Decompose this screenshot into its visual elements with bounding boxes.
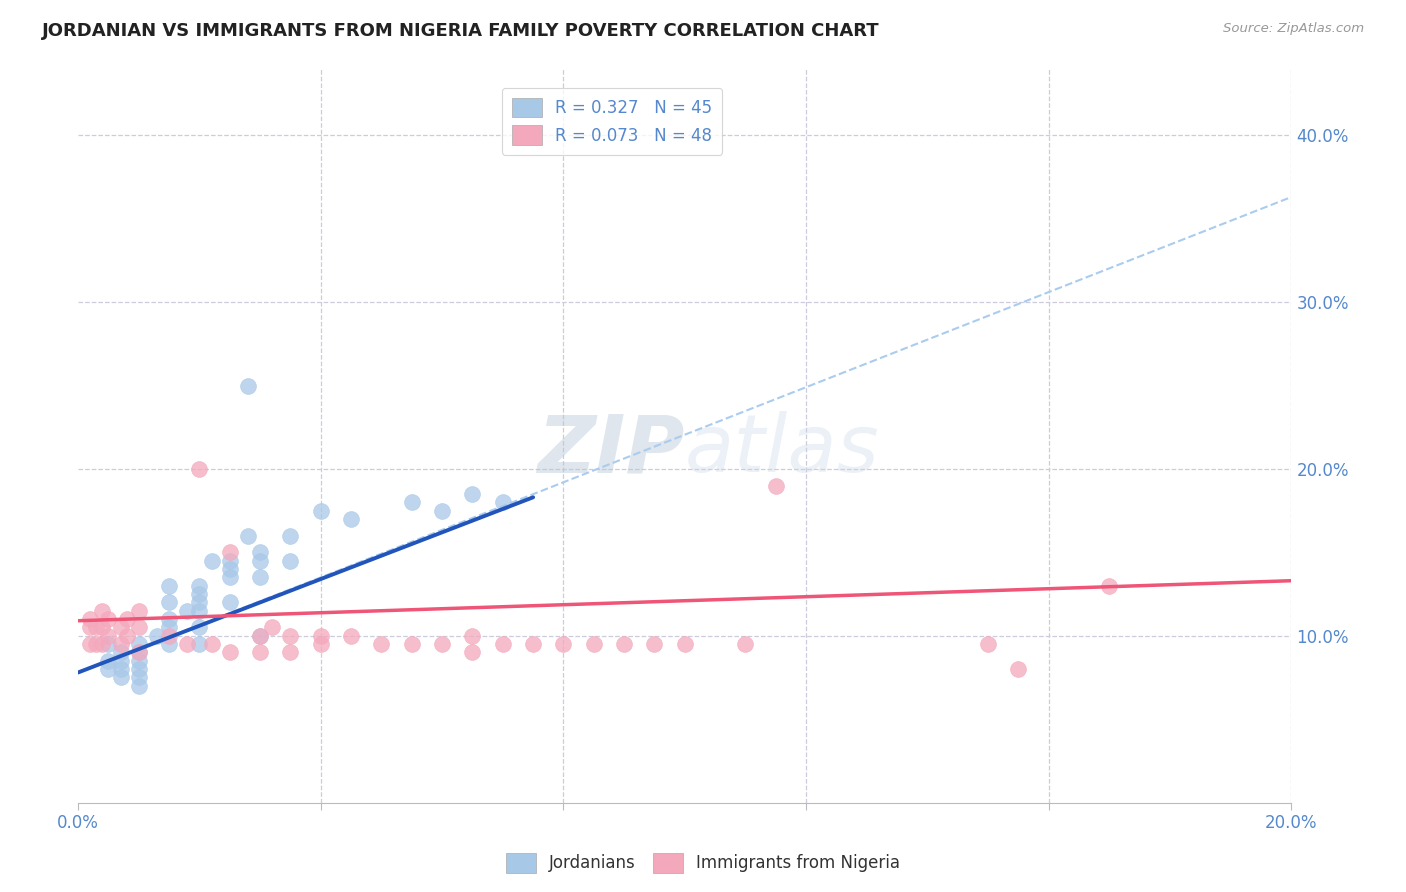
Point: [110, 620, 132, 634]
Point: [91, 604, 114, 618]
Point: [309, 503, 332, 517]
Point: [200, 554, 222, 568]
Point: [97, 629, 120, 643]
Point: [157, 637, 180, 651]
Point: [218, 595, 240, 609]
Point: [522, 637, 544, 651]
Point: [249, 645, 271, 659]
Point: [115, 629, 138, 643]
Point: [218, 554, 240, 568]
Point: [128, 637, 150, 651]
Point: [218, 570, 240, 584]
Point: [280, 629, 302, 643]
Point: [461, 487, 484, 501]
Point: [115, 612, 138, 626]
Point: [176, 604, 198, 618]
Point: [401, 495, 423, 509]
Point: [218, 562, 240, 576]
Point: [157, 629, 180, 643]
Point: [188, 579, 211, 593]
Point: [262, 620, 284, 634]
Text: JORDANIAN VS IMMIGRANTS FROM NIGERIA FAMILY POVERTY CORRELATION CHART: JORDANIAN VS IMMIGRANTS FROM NIGERIA FAM…: [42, 22, 880, 40]
Point: [249, 629, 271, 643]
Legend: R = 0.327   N = 45, R = 0.073   N = 48: R = 0.327 N = 45, R = 0.073 N = 48: [502, 88, 723, 154]
Point: [200, 637, 222, 651]
Point: [97, 654, 120, 668]
Point: [673, 637, 696, 651]
Point: [110, 645, 132, 659]
Point: [236, 378, 259, 392]
Point: [188, 604, 211, 618]
Point: [110, 654, 132, 668]
Point: [128, 670, 150, 684]
Point: [110, 662, 132, 676]
Text: Source: ZipAtlas.com: Source: ZipAtlas.com: [1223, 22, 1364, 36]
Point: [157, 612, 180, 626]
Text: ZIP: ZIP: [537, 411, 685, 489]
Point: [79, 620, 101, 634]
Point: [553, 637, 575, 651]
Point: [91, 620, 114, 634]
Point: [309, 637, 332, 651]
Point: [340, 512, 363, 526]
Point: [430, 637, 453, 651]
Point: [91, 637, 114, 651]
Point: [157, 595, 180, 609]
Point: [110, 637, 132, 651]
Point: [370, 637, 392, 651]
Point: [86, 637, 108, 651]
Point: [765, 478, 787, 492]
Point: [128, 654, 150, 668]
Point: [218, 545, 240, 559]
Point: [309, 629, 332, 643]
Point: [461, 629, 484, 643]
Point: [128, 662, 150, 676]
Point: [157, 620, 180, 634]
Point: [1098, 579, 1121, 593]
Point: [280, 554, 302, 568]
Point: [582, 637, 605, 651]
Point: [97, 612, 120, 626]
Point: [86, 620, 108, 634]
Point: [249, 629, 271, 643]
Point: [128, 645, 150, 659]
Point: [613, 637, 636, 651]
Point: [128, 679, 150, 693]
Point: [280, 529, 302, 543]
Point: [734, 637, 756, 651]
Point: [128, 645, 150, 659]
Point: [176, 637, 198, 651]
Point: [249, 554, 271, 568]
Point: [430, 503, 453, 517]
Point: [643, 637, 665, 651]
Point: [236, 529, 259, 543]
Point: [110, 670, 132, 684]
Text: atlas: atlas: [685, 411, 880, 489]
Point: [128, 604, 150, 618]
Point: [79, 612, 101, 626]
Point: [977, 637, 1000, 651]
Point: [188, 462, 211, 476]
Point: [340, 629, 363, 643]
Point: [249, 545, 271, 559]
Point: [1007, 662, 1029, 676]
Point: [97, 637, 120, 651]
Legend: Jordanians, Immigrants from Nigeria: Jordanians, Immigrants from Nigeria: [499, 847, 907, 880]
Point: [79, 637, 101, 651]
Point: [157, 579, 180, 593]
Point: [492, 495, 515, 509]
Point: [280, 645, 302, 659]
Point: [461, 645, 484, 659]
Point: [492, 637, 515, 651]
Point: [249, 570, 271, 584]
Point: [97, 662, 120, 676]
Point: [188, 587, 211, 601]
Point: [146, 629, 169, 643]
Point: [401, 637, 423, 651]
Point: [128, 620, 150, 634]
Point: [188, 620, 211, 634]
Point: [218, 645, 240, 659]
Point: [188, 595, 211, 609]
Point: [188, 637, 211, 651]
